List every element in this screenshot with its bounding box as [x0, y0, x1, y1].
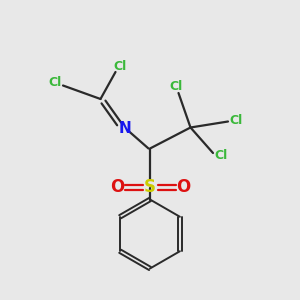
Text: N: N: [118, 121, 131, 136]
Text: O: O: [176, 178, 190, 196]
Text: Cl: Cl: [230, 113, 243, 127]
Text: Cl: Cl: [169, 80, 182, 93]
Text: S: S: [144, 178, 156, 196]
Text: O: O: [110, 178, 124, 196]
Text: Cl: Cl: [113, 59, 127, 73]
Text: Cl: Cl: [48, 76, 61, 89]
Text: Cl: Cl: [215, 149, 228, 163]
